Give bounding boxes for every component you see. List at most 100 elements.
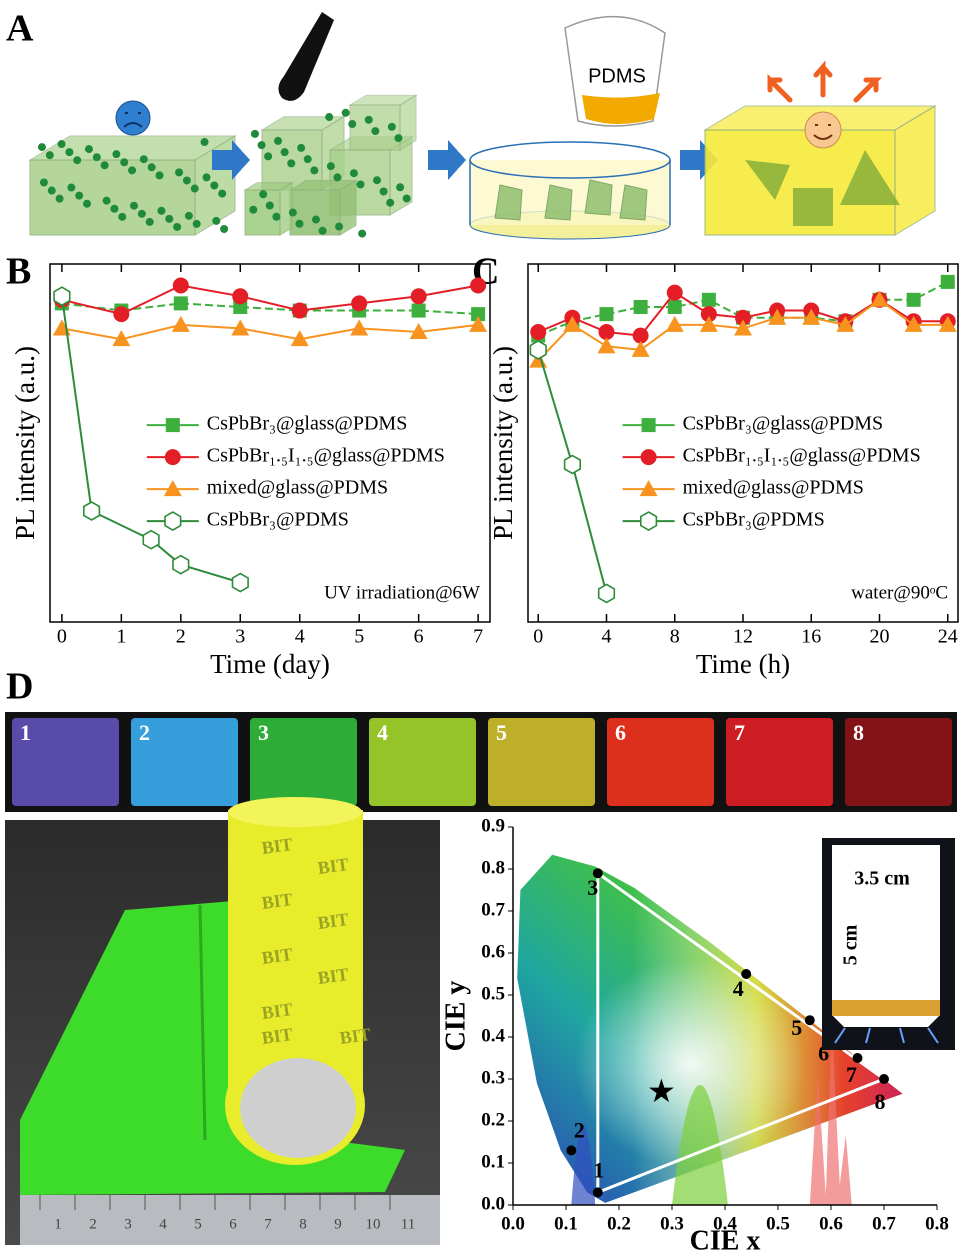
ruler-number: 1 (54, 1216, 62, 1232)
y-axis-title: PL intensity (a.u.) (10, 346, 40, 540)
tube-text: BIT (316, 964, 350, 988)
tube-text: BIT (316, 909, 350, 933)
body: ABCDPDMS01234567Time (day)PL intensity (… (0, 0, 962, 1259)
quantum-dot (38, 143, 46, 151)
quantum-dot (157, 207, 165, 215)
legend-label: CsPbBr₁.₅I₁.₅@glass@PDMS (683, 445, 921, 467)
box-front (30, 160, 195, 235)
quantum-dot (112, 150, 120, 158)
quantum-dot (289, 209, 297, 217)
quantum-dot (83, 200, 91, 208)
y-tick-label: 0.3 (481, 1067, 505, 1088)
tube-text: BIT (260, 1024, 294, 1048)
marker (666, 316, 684, 332)
x-tick-label: 0 (57, 626, 67, 648)
quantum-dot (210, 182, 218, 190)
fragment (585, 180, 612, 215)
y-tick-label: 0.9 (481, 815, 505, 836)
sample-label: 5 (496, 720, 507, 745)
quantum-dot (357, 180, 365, 188)
quantum-dot (193, 220, 201, 228)
x-tick-label: 0.0 (501, 1213, 525, 1234)
inset-glow (832, 1000, 940, 1016)
quantum-dot (120, 158, 128, 166)
quantum-dot (220, 225, 228, 233)
quantum-dot (348, 120, 356, 128)
quantum-dot (365, 116, 373, 124)
marker (668, 300, 682, 314)
marker (113, 306, 129, 322)
ruler-number: 9 (334, 1216, 342, 1232)
figure: ABCDPDMS01234567Time (day)PL intensity (… (0, 0, 962, 1259)
panel-label: B (6, 251, 31, 293)
emission-arrow (856, 80, 876, 100)
quantum-dot (101, 161, 109, 169)
legend-label: mixed@glass@PDMS (683, 477, 864, 499)
annotation: water@90ᵒC (851, 582, 948, 603)
ruler-number: 4 (159, 1216, 167, 1232)
fragment (545, 185, 572, 220)
x-tick-label: 6 (414, 626, 424, 648)
ruler-number: 3 (124, 1216, 132, 1232)
quantum-dot (403, 194, 411, 202)
marker (642, 418, 656, 432)
quantum-dot (312, 216, 320, 224)
marker (166, 418, 180, 432)
legend-label: mixed@glass@PDMS (207, 477, 388, 499)
y-tick-label: 0.6 (481, 941, 505, 962)
tube-text: BIT (260, 999, 294, 1023)
sad-face (116, 101, 150, 135)
x-tick-label: 0.3 (660, 1213, 684, 1234)
y-tick-label: 0.8 (481, 857, 505, 878)
quantum-dot (138, 210, 146, 218)
ruler-number: 6 (229, 1216, 237, 1232)
marker (84, 502, 100, 520)
quantum-dot (202, 173, 210, 181)
quantum-dot (333, 173, 341, 181)
marker (411, 288, 427, 304)
x-tick-label: 2 (176, 626, 186, 648)
quantum-dot (287, 159, 295, 167)
quantum-dot (358, 230, 366, 238)
beaker-liquid (582, 93, 660, 124)
marker (634, 300, 648, 314)
x-tick-label: 0.1 (554, 1213, 578, 1234)
quantum-dot (46, 151, 54, 159)
dropper (278, 12, 334, 101)
quantum-dot (327, 162, 335, 170)
marker (173, 277, 189, 293)
quantum-dot (394, 134, 402, 142)
panel-label: D (6, 666, 33, 708)
quantum-dot (251, 130, 259, 138)
x-axis-title: Time (h) (696, 649, 790, 679)
quantum-dot (212, 217, 220, 225)
marker (143, 531, 159, 549)
tube-opening (240, 1058, 356, 1158)
quantum-dot (396, 183, 404, 191)
tube-text: BIT (338, 1024, 372, 1048)
quantum-dot (249, 206, 257, 214)
marker (350, 319, 368, 335)
quantum-dot (165, 215, 173, 223)
ruler-number: 7 (264, 1216, 272, 1232)
sample-label: 2 (139, 720, 150, 745)
x-tick-label: 0.7 (872, 1213, 896, 1234)
quantum-dot (335, 223, 343, 231)
quantum-dot (140, 155, 148, 163)
quantum-dot (173, 223, 181, 231)
legend-label: CsPbBr₃@glass@PDMS (207, 413, 408, 435)
y-axis-title: CIE y (440, 981, 471, 1052)
marker (412, 304, 426, 318)
inset-width: 3.5 cm (854, 868, 910, 890)
box-front (290, 190, 340, 235)
cie-point (879, 1074, 889, 1084)
panel-label: A (6, 8, 34, 50)
quantum-dot (373, 176, 381, 184)
sample-label: 3 (258, 720, 269, 745)
quantum-dot (218, 190, 226, 198)
quantum-dot (274, 137, 282, 145)
emission-arrow (770, 80, 790, 100)
sample-label: 1 (20, 720, 31, 745)
legend-label: CsPbBr₃@PDMS (207, 509, 349, 531)
fragment (495, 185, 522, 220)
